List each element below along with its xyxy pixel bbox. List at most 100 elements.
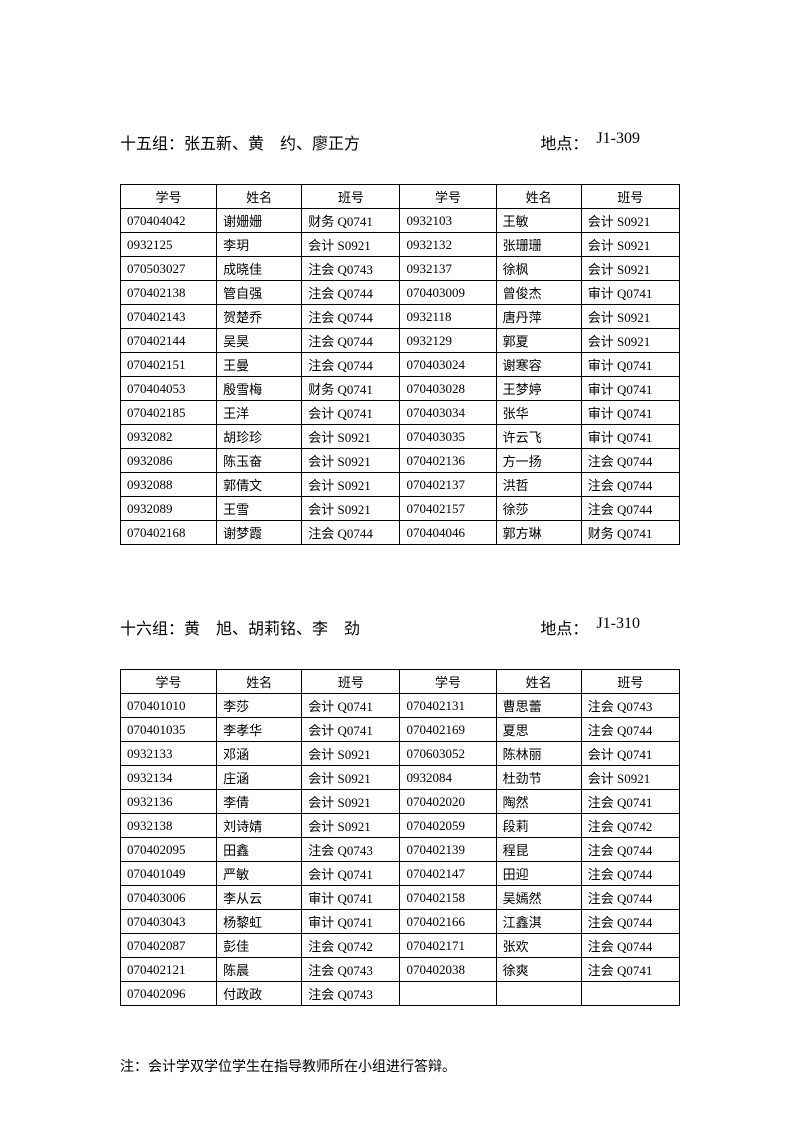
table-cell: 审计 Q0741 xyxy=(581,281,679,305)
table-cell: 付政政 xyxy=(217,982,302,1006)
table-cell: 徐枫 xyxy=(496,257,581,281)
table-cell: 注会 Q0744 xyxy=(581,473,679,497)
table-cell: 郭倩文 xyxy=(217,473,302,497)
col-header: 姓名 xyxy=(496,670,581,694)
group-16-header: 十六组： 黄 旭、胡莉铭、李 劲 地点： J1-310 xyxy=(120,615,680,639)
table-cell: 会计 S0921 xyxy=(581,257,679,281)
table-cell: 会计 S0921 xyxy=(302,766,400,790)
table-row: 0932134庄涵会计 S09210932084杜劲节会计 S0921 xyxy=(121,766,680,790)
table-row: 070401010李莎会计 Q0741070402131曹思蕾注会 Q0743 xyxy=(121,694,680,718)
table-cell: 注会 Q0744 xyxy=(302,305,400,329)
table-cell: 庄涵 xyxy=(217,766,302,790)
table-cell: 0932138 xyxy=(121,814,217,838)
table-cell: 会计 Q0741 xyxy=(302,718,400,742)
table-cell: 070503027 xyxy=(121,257,217,281)
table-cell: 王雪 xyxy=(217,497,302,521)
group-16-prefix: 十六组： xyxy=(120,615,184,639)
table-cell: 徐莎 xyxy=(496,497,581,521)
table-header-row: 学号 姓名 班号 学号 姓名 班号 xyxy=(121,670,680,694)
table-row: 070402087彭佳注会 Q0742070402171张欢注会 Q0744 xyxy=(121,934,680,958)
table-cell: 管自强 xyxy=(217,281,302,305)
table-cell: 070402131 xyxy=(400,694,496,718)
table-cell: 段莉 xyxy=(496,814,581,838)
table-cell: 杜劲节 xyxy=(496,766,581,790)
table-row: 070503027成晓佳注会 Q07430932137徐枫会计 S0921 xyxy=(121,257,680,281)
table-cell: 江鑫淇 xyxy=(496,910,581,934)
table-cell: 田迎 xyxy=(496,862,581,886)
table-row: 070403006李从云审计 Q0741070402158吴嫣然注会 Q0744 xyxy=(121,886,680,910)
table-cell: 070403006 xyxy=(121,886,217,910)
table-cell: 注会 Q0743 xyxy=(302,257,400,281)
table-cell: 徐爽 xyxy=(496,958,581,982)
table-cell xyxy=(496,982,581,1006)
table-row: 0932082胡珍珍会计 S0921070403035许云飞审计 Q0741 xyxy=(121,425,680,449)
table-cell: 张欢 xyxy=(496,934,581,958)
table-header-row: 学号 姓名 班号 学号 姓名 班号 xyxy=(121,185,680,209)
table-row: 0932086陈玉奋会计 S0921070402136方一扬注会 Q0744 xyxy=(121,449,680,473)
table-cell xyxy=(400,982,496,1006)
table-cell: 0932132 xyxy=(400,233,496,257)
table-cell: 会计 S0921 xyxy=(581,329,679,353)
table-cell: 会计 Q0741 xyxy=(302,694,400,718)
table-cell: 会计 S0921 xyxy=(302,449,400,473)
table-cell: 会计 S0921 xyxy=(302,473,400,497)
table-row: 070402144吴昊注会 Q07440932129郭夏会计 S0921 xyxy=(121,329,680,353)
col-header: 学号 xyxy=(121,185,217,209)
table-cell: 注会 Q0743 xyxy=(581,694,679,718)
table-row: 0932089王雪会计 S0921070402157徐莎注会 Q0744 xyxy=(121,497,680,521)
table-cell: 会计 S0921 xyxy=(581,766,679,790)
table-cell: 胡珍珍 xyxy=(217,425,302,449)
table-cell: 会计 S0921 xyxy=(302,790,400,814)
table-cell: 0932088 xyxy=(121,473,217,497)
col-header: 班号 xyxy=(302,185,400,209)
table-cell: 殷雪梅 xyxy=(217,377,302,401)
table-cell: 张珊珊 xyxy=(496,233,581,257)
table-row: 070402143贺楚乔注会 Q07440932118唐丹萍会计 S0921 xyxy=(121,305,680,329)
table-cell: 0932125 xyxy=(121,233,217,257)
table-row: 0932138刘诗婧会计 S0921070402059段莉注会 Q0742 xyxy=(121,814,680,838)
table-cell: 070401010 xyxy=(121,694,217,718)
table-cell: 注会 Q0744 xyxy=(302,329,400,353)
group-16-names: 黄 旭、胡莉铭、李 劲 xyxy=(184,615,360,639)
table-cell: 会计 S0921 xyxy=(581,209,679,233)
table-row: 070402185王洋会计 Q0741070403034张华审计 Q0741 xyxy=(121,401,680,425)
table-cell: 彭佳 xyxy=(217,934,302,958)
table-cell: 070402087 xyxy=(121,934,217,958)
table-cell: 070402158 xyxy=(400,886,496,910)
table-cell: 王曼 xyxy=(217,353,302,377)
table-cell: 严敏 xyxy=(217,862,302,886)
table-cell: 会计 S0921 xyxy=(302,233,400,257)
col-header: 姓名 xyxy=(496,185,581,209)
table-cell: 夏思 xyxy=(496,718,581,742)
table-cell: 0932136 xyxy=(121,790,217,814)
table-cell: 0932103 xyxy=(400,209,496,233)
group-16-location-label: 地点： xyxy=(540,615,588,639)
table-cell: 0932137 xyxy=(400,257,496,281)
table-cell: 王敏 xyxy=(496,209,581,233)
table-cell: 070402121 xyxy=(121,958,217,982)
table-cell: 会计 S0921 xyxy=(302,425,400,449)
table-row: 070402168谢梦霞注会 Q0744070404046郭方琳财务 Q0741 xyxy=(121,521,680,545)
table-cell: 吴昊 xyxy=(217,329,302,353)
table-cell: 注会 Q0744 xyxy=(302,521,400,545)
table-cell: 程昆 xyxy=(496,838,581,862)
table-row: 070402096付政政注会 Q0743 xyxy=(121,982,680,1006)
table-cell: 财务 Q0741 xyxy=(302,377,400,401)
table-cell: 审计 Q0741 xyxy=(581,377,679,401)
table-cell: 审计 Q0741 xyxy=(302,910,400,934)
table-cell: 070402157 xyxy=(400,497,496,521)
col-header: 姓名 xyxy=(217,185,302,209)
table-cell: 陶然 xyxy=(496,790,581,814)
table-cell: 070402020 xyxy=(400,790,496,814)
table-cell: 070404042 xyxy=(121,209,217,233)
table-cell: 吴嫣然 xyxy=(496,886,581,910)
table-cell: 注会 Q0744 xyxy=(581,934,679,958)
table-cell: 杨黎虹 xyxy=(217,910,302,934)
table-row: 070404053殷雪梅财务 Q0741070403028王梦婷审计 Q0741 xyxy=(121,377,680,401)
table-cell: 田鑫 xyxy=(217,838,302,862)
table-cell: 李倩 xyxy=(217,790,302,814)
table-cell: 谢寒容 xyxy=(496,353,581,377)
group-15-location-label: 地点： xyxy=(540,130,588,154)
table-row: 070402095田鑫注会 Q0743070402139程昆注会 Q0744 xyxy=(121,838,680,862)
col-header: 学号 xyxy=(400,670,496,694)
